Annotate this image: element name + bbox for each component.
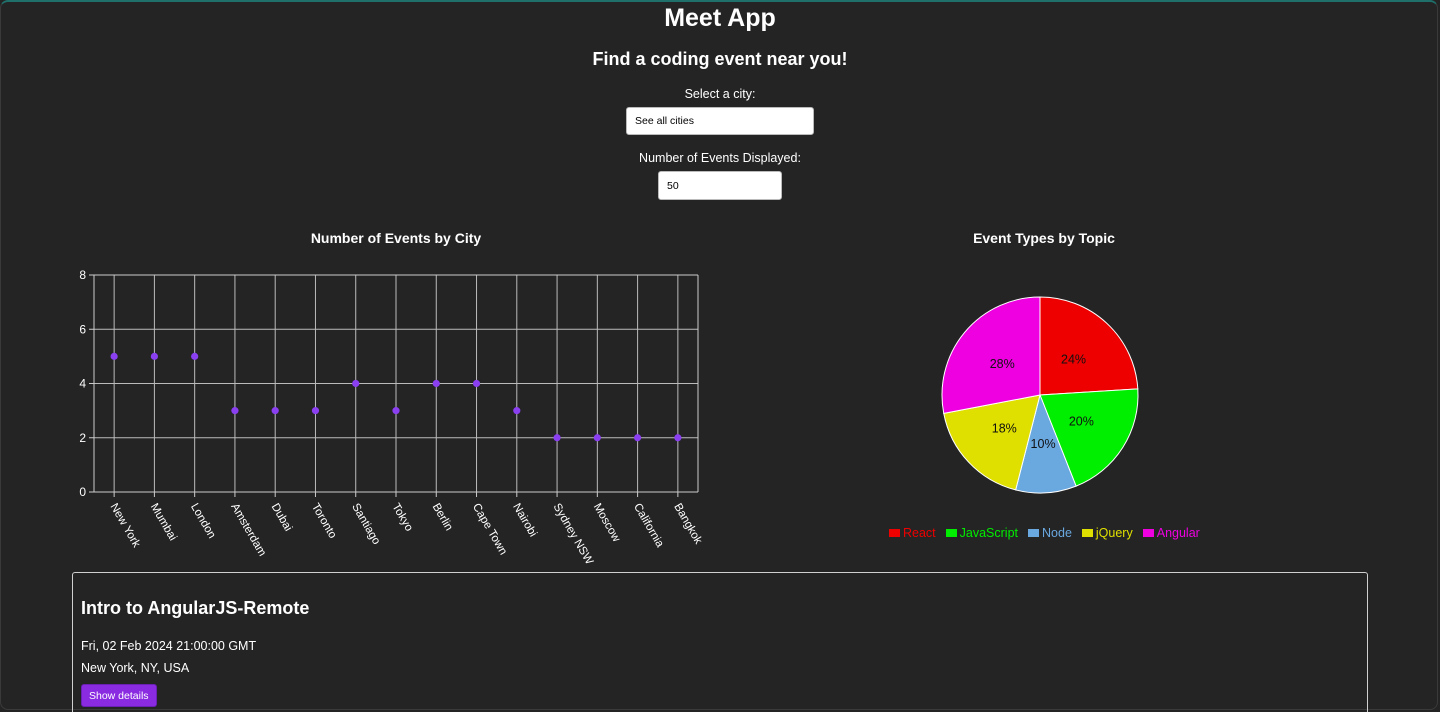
y-tick-label: 6 — [79, 322, 86, 336]
scatter-point — [634, 434, 642, 442]
scatter-point — [150, 352, 158, 360]
pie-slice-label: 24% — [1061, 352, 1086, 366]
scatter-point — [513, 407, 521, 415]
legend-item-react: React — [889, 526, 936, 540]
x-tick-label: Bangkok — [671, 502, 704, 547]
x-tick-label: Cape Town — [470, 502, 509, 558]
scatter-point — [311, 407, 320, 415]
pie-slice-label: 28% — [990, 357, 1015, 371]
scatter-point — [271, 407, 279, 415]
legend-label: jQuery — [1095, 526, 1133, 540]
x-tick-label: New York — [108, 502, 143, 550]
event-title: Intro to AngularJS-Remote — [81, 598, 310, 618]
x-tick-label: Tokyo — [389, 502, 414, 534]
legend-swatch — [1028, 529, 1040, 537]
scatter-point — [432, 379, 440, 388]
event-card: Intro to AngularJS-Remote Fri, 02 Feb 20… — [72, 572, 1368, 712]
pie-slice-angular — [941, 296, 1041, 414]
y-tick-label: 2 — [79, 431, 86, 445]
x-tick-label: Dubai — [269, 502, 294, 534]
x-tick-label: Toronto — [309, 502, 339, 541]
legend-label: React — [903, 526, 936, 540]
scatter-point — [593, 434, 601, 442]
legend-item-jquery: jQuery — [1081, 526, 1133, 540]
x-tick-label: Nairobi — [510, 502, 539, 540]
legend-label: Angular — [1156, 526, 1200, 540]
event-location: New York, NY, USA — [81, 661, 190, 675]
event-count-label: Number of Events Displayed: — [639, 151, 801, 165]
y-tick-label: 8 — [79, 268, 86, 282]
legend-swatch — [1142, 529, 1154, 537]
legend-item-javascript: JavaScript — [945, 526, 1019, 540]
x-tick-label: Santiago — [349, 502, 382, 547]
legend-swatch — [1081, 529, 1093, 537]
scatter-point — [231, 407, 239, 415]
scatter-point — [392, 407, 400, 415]
scatter-point — [352, 379, 360, 388]
pie-chart-title: Event Types by Topic — [973, 230, 1115, 246]
pie-slice-label: 20% — [1069, 414, 1094, 428]
scatter-chart: 0 2 4 6 8 New York Mumbai London Amsterdam Dubai T… — [79, 268, 704, 567]
legend-swatch — [945, 529, 957, 537]
pie-slice-javascript — [1039, 388, 1139, 487]
city-search-input[interactable] — [626, 107, 814, 135]
app-title: Meet App — [664, 4, 776, 32]
pie-legend: React JavaScript Node jQuery Angular — [889, 526, 1200, 540]
x-tick-label: California — [631, 502, 666, 551]
pie-slice-react — [1039, 296, 1139, 396]
legend-swatch — [889, 529, 900, 537]
scatter-point — [674, 434, 682, 442]
legend-label: JavaScript — [959, 526, 1019, 540]
scatter-point — [191, 352, 199, 360]
legend-label: Node — [1042, 526, 1072, 540]
x-tick-label: Mumbai — [148, 502, 179, 543]
pie-chart: 24% 20% 10% 18% 28% — [941, 296, 1139, 494]
y-tick-label: 4 — [79, 377, 86, 391]
x-tick-label: Amsterdam — [228, 502, 268, 559]
pie-slice-jquery — [943, 394, 1041, 491]
event-date: Fri, 02 Feb 2024 21:00:00 GMT — [81, 639, 257, 653]
x-tick-label: Berlin — [430, 502, 455, 533]
x-tick-label: Moscow — [591, 502, 623, 545]
scatter-point — [110, 352, 118, 360]
legend-item-angular: Angular — [1142, 526, 1200, 540]
city-search-label: Select a city: — [684, 87, 756, 101]
scatter-point — [472, 379, 481, 388]
show-details-button[interactable]: Show details — [81, 684, 157, 707]
scatter-chart-title: Number of Events by City — [310, 230, 482, 246]
y-tick-label: 0 — [79, 485, 86, 499]
event-count-input[interactable] — [658, 171, 782, 200]
x-tick-label: Sydney NSW — [550, 502, 595, 567]
x-tick-label: London — [188, 502, 218, 541]
pie-slice-label: 18% — [992, 422, 1017, 436]
pie-slice-label: 10% — [1031, 437, 1056, 451]
legend-item-node: Node — [1028, 526, 1072, 540]
app-subtitle: Find a coding event near you! — [592, 49, 848, 69]
scatter-point — [553, 434, 561, 442]
